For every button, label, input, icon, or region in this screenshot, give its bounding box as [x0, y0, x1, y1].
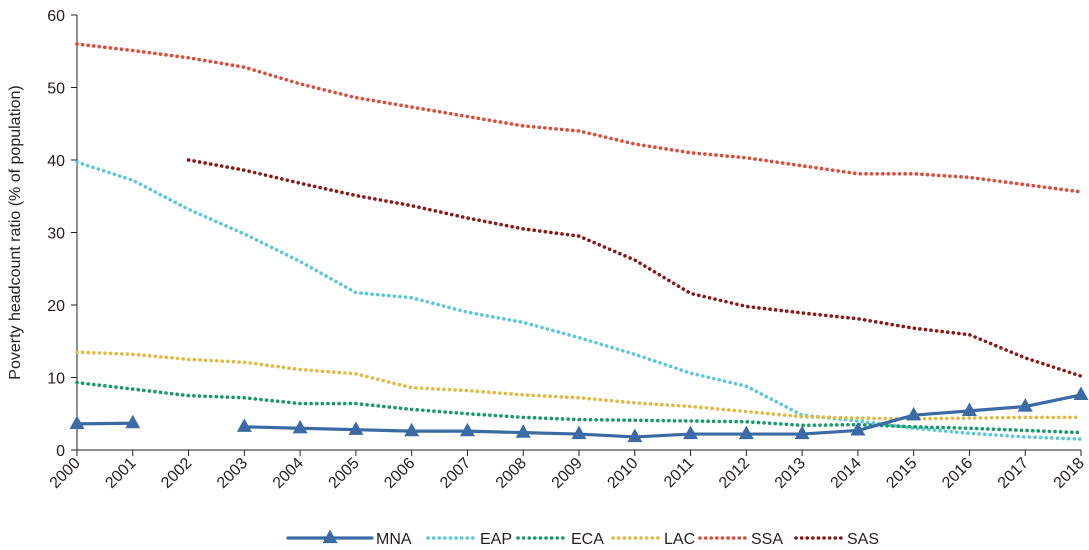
x-tick-label: 2010 [604, 455, 641, 492]
x-tick-label: 2014 [828, 455, 865, 492]
series-marker-mna [961, 402, 977, 416]
y-axis-title: Poverty headcount ratio (% of population… [7, 85, 24, 379]
x-tick-label: 2009 [549, 455, 586, 492]
series-marker-mna [459, 422, 475, 437]
chart-series [69, 42, 1089, 443]
legend-item-sas: SAS [794, 531, 879, 548]
x-tick-label: 2013 [772, 455, 809, 492]
y-tick-label: 20 [47, 298, 65, 315]
series-line-mna [242, 393, 1083, 439]
legend-label-eca: ECA [571, 531, 604, 548]
y-tick-label: 30 [47, 226, 65, 243]
x-tick-label: 2007 [437, 455, 474, 492]
chart-axes [71, 14, 1082, 456]
series-line-mna [75, 421, 135, 426]
x-tick-label: 2017 [995, 455, 1032, 492]
x-tick-label: 2012 [716, 455, 753, 492]
series-sas [186, 158, 1083, 378]
series-mna [69, 386, 1089, 443]
legend-item-eap: EAP [426, 531, 512, 548]
x-tick-label: 2018 [1051, 455, 1088, 492]
series-marker-mna [404, 422, 420, 437]
series-marker-mna [627, 428, 643, 443]
legend-item-ssa: SSA [698, 531, 783, 548]
legend-marker-mna [322, 529, 338, 544]
x-tick-label: 2000 [47, 455, 84, 492]
series-marker-mna [125, 414, 141, 429]
legend-item-lac: LAC [611, 531, 695, 548]
series-marker-mna [906, 406, 922, 421]
series-ssa [75, 42, 1083, 194]
series-line-lac [75, 350, 1083, 421]
series-marker-mna [794, 425, 810, 440]
series-line-eca [75, 380, 1083, 435]
legend-label-lac: LAC [664, 531, 695, 548]
series-marker-mna [571, 425, 587, 440]
x-tick-label: 2011 [661, 455, 697, 491]
series-marker-mna [1017, 398, 1033, 412]
legend-label-eap: EAP [480, 531, 512, 548]
series-marker-mna [515, 424, 531, 438]
y-tick-label: 0 [56, 443, 65, 460]
series-marker-mna [1073, 386, 1089, 401]
series-marker-mna [292, 419, 308, 434]
series-marker-mna [850, 422, 866, 436]
series-marker-mna [236, 418, 252, 432]
y-tick-labels: 0 10 20 30 40 50 60 [47, 8, 65, 460]
x-tick-label: 2005 [326, 455, 363, 492]
legend-item-mna: MNA [286, 529, 412, 548]
x-tick-labels: 2000 2001 2002 2003 2004 2005 2006 2007 2008 2009… [47, 455, 1088, 492]
x-tick-label: 2008 [493, 455, 530, 492]
y-tick-label: 40 [47, 153, 65, 170]
series-eap [75, 160, 1083, 441]
series-marker-mna [683, 425, 699, 440]
chart-legend: MNA EAP ECA LAC SSA SAS [286, 529, 879, 548]
series-marker-mna [348, 421, 364, 435]
x-tick-label: 2001 [102, 455, 139, 492]
series-line-ssa [75, 42, 1083, 194]
y-tick-label: 60 [47, 8, 65, 25]
series-eca [75, 380, 1083, 435]
series-line-sas [186, 158, 1083, 378]
legend-label-ssa: SSA [751, 531, 783, 548]
series-marker-mna [69, 415, 85, 430]
x-tick-label: 2003 [214, 455, 251, 492]
y-tick-label: 50 [47, 81, 65, 98]
legend-label-sas: SAS [847, 531, 879, 548]
x-tick-label: 2006 [381, 455, 418, 492]
x-tick-label: 2015 [883, 455, 920, 492]
legend-item-eca: ECA [516, 531, 604, 548]
y-tick-label: 10 [47, 371, 65, 388]
legend-label-mna: MNA [376, 531, 412, 548]
series-line-eap [75, 160, 1083, 441]
series-lac [75, 350, 1083, 421]
series-marker-mna [738, 425, 754, 440]
x-tick-label: 2002 [158, 455, 195, 492]
x-tick-label: 2004 [270, 455, 307, 492]
x-tick-label: 2016 [939, 455, 976, 492]
